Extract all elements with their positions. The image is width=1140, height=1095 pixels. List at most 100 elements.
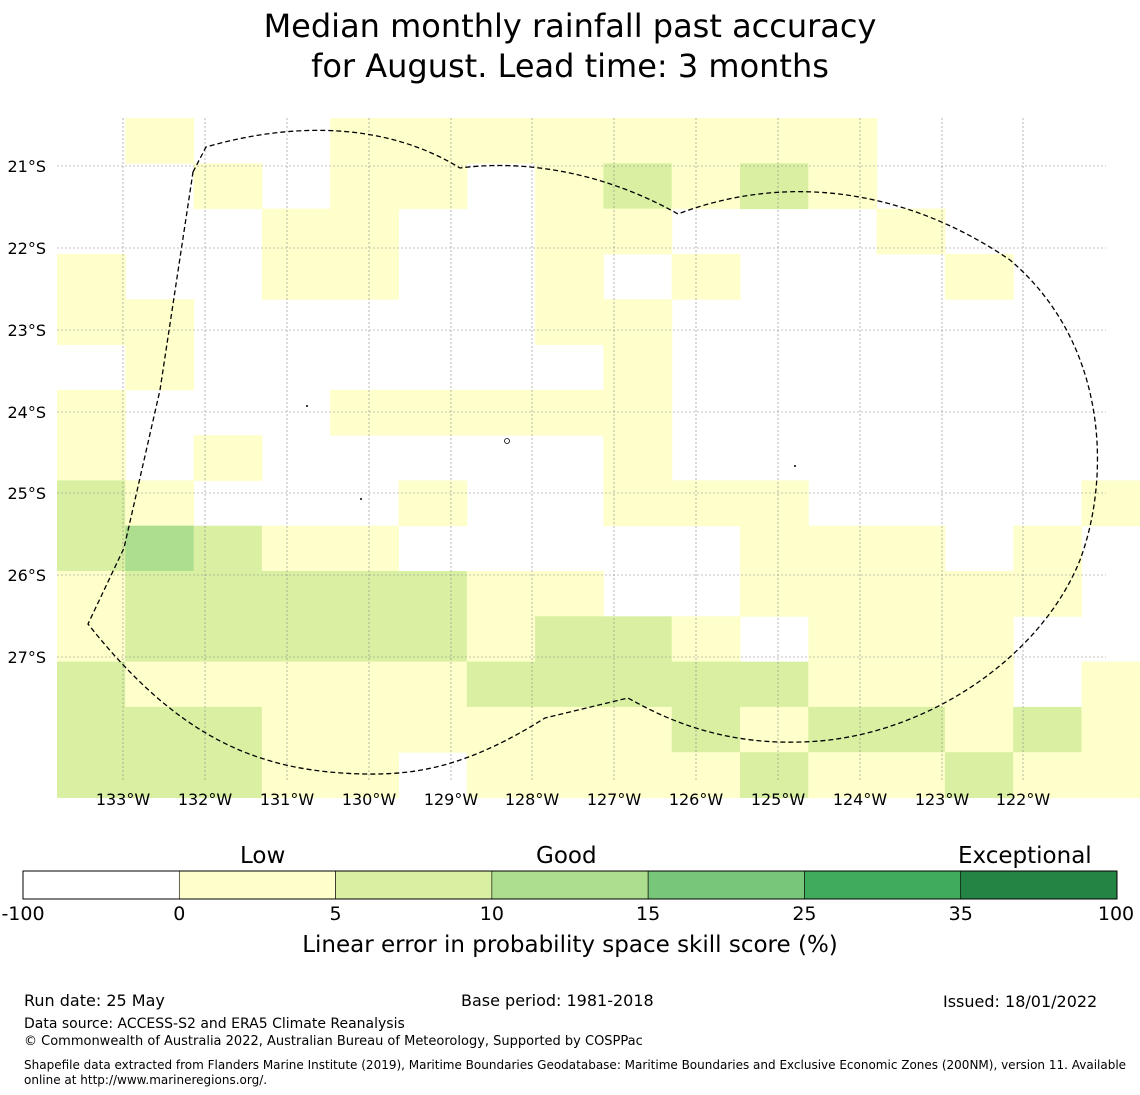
colorbar-border [22,870,1118,900]
skill-cell [398,118,468,164]
skill-cell [603,616,673,663]
skill-cell [944,752,1014,798]
skill-cell [398,616,468,663]
skill-cell [1081,661,1140,708]
skill-cell [808,525,878,572]
colorbar-tick-label: 0 [173,903,186,925]
legend-low: Low [240,843,286,869]
skill-cell [57,616,126,663]
skill-cell [261,208,331,255]
skill-cell [330,253,399,300]
colorbar-tick-label: 25 [792,903,817,925]
colorbar-segment [804,870,962,900]
skill-cell [740,118,809,164]
skill-cell [57,389,126,436]
longitude-label: 127°W [587,790,642,809]
skill-cell [671,706,741,753]
skill-cell [398,706,468,753]
skill-cell [603,480,673,527]
skill-cell [740,752,809,798]
skill-cell [1081,752,1140,798]
copyright: © Commonwealth of Australia 2022, Austra… [24,1034,643,1049]
skill-cell [1081,480,1140,527]
skill-cell [330,163,399,210]
longitude-label: 125°W [751,790,806,809]
legend-good: Good [536,843,597,869]
skill-cell [261,752,331,798]
colorbar-tick-label: 10 [479,903,504,925]
latitude-label: 25°S [7,484,46,503]
skill-cell [261,706,331,753]
skill-cell [193,163,263,210]
skill-cell [535,616,604,663]
skill-cell [535,571,604,617]
skill-cell [125,299,195,345]
skill-cell [603,752,673,798]
skill-cell [330,752,399,798]
skill-cell [193,525,263,572]
skill-cell [535,389,604,436]
title-line-2: for August. Lead time: 3 months [311,47,829,85]
skill-cell [1013,706,1082,753]
latitude-label: 21°S [7,157,46,176]
skill-cell [125,118,195,164]
longitude-label: 129°W [424,790,479,809]
colorbar-tick-label: 35 [948,903,973,925]
skill-cell [125,752,195,798]
colorbar-tick-label: 5 [329,903,342,925]
skill-cell [125,480,195,527]
skill-cell [466,571,536,617]
skill-cell [57,706,126,753]
skill-cell [261,525,331,572]
skill-cell [740,480,809,527]
skill-cell [398,389,468,436]
skill-cell [671,752,741,798]
skill-cell [808,163,878,210]
skill-cell [466,616,536,663]
skill-cell [603,389,673,436]
longitude-label: 124°W [833,790,888,809]
skill-cell [944,253,1014,300]
skill-cell [876,661,946,708]
skill-cell [398,661,468,708]
skill-cell [57,571,126,617]
skill-cell [740,706,809,753]
colorbar-segment [647,870,805,900]
latitude-label: 26°S [7,566,46,585]
skill-cell [57,299,126,345]
colorbar-segment [491,870,649,900]
skill-cell [398,480,468,527]
skill-cell [330,706,399,753]
skill-cell [671,480,741,527]
skill-cell [125,525,195,572]
skill-cell [603,118,673,164]
skill-cell [330,571,399,617]
colorbar-segment [178,870,336,900]
colorbar-tick-label: -100 [1,903,45,925]
colorbar-segment [960,870,1118,900]
skill-cell [330,525,399,572]
skill-cell [193,661,263,708]
skill-cell [535,706,604,753]
skill-cell [808,752,878,798]
chart-title: Median monthly rainfall past accuracy fo… [0,6,1140,86]
skill-cell [193,706,263,753]
skill-cell [466,118,536,164]
data-source: Data source: ACCESS-S2 and ERA5 Climate … [24,1016,405,1032]
legend-exceptional: Exceptional [958,843,1092,869]
latitude-label: 24°S [7,403,46,422]
eez-boundary [87,129,1099,775]
skill-cell [671,661,741,708]
skill-cell [1013,752,1082,798]
colorbar-tick-label: 100 [1097,903,1135,925]
skill-cell [125,344,195,391]
colorbar-label: Linear error in probability space skill … [302,932,838,958]
skill-cell [330,661,399,708]
skill-cell [1013,571,1082,617]
skill-cell [261,616,331,663]
run-date: Run date: 25 May [24,991,165,1010]
longitude-label: 132°W [178,790,233,809]
skill-cell [57,525,126,572]
colorbar [22,870,1118,900]
skill-cell [808,571,878,617]
